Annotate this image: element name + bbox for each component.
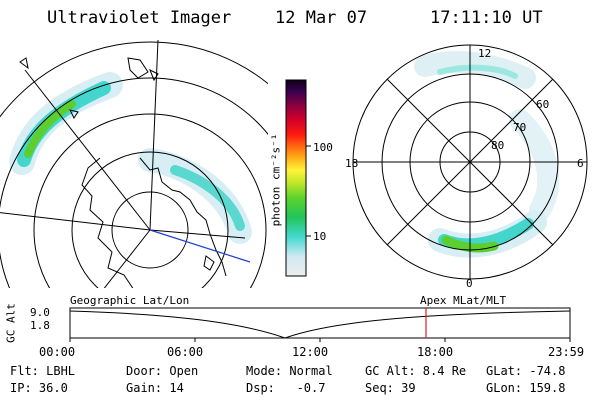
mlt-label-12: 12 xyxy=(478,47,492,60)
colorbar-gradient xyxy=(285,79,307,277)
mode-value: Mode: Normal xyxy=(246,364,333,378)
latitude-circles xyxy=(0,41,268,288)
instrument-title: Ultraviolet Imager xyxy=(47,8,232,28)
mlt-label-18: 18 xyxy=(345,157,359,170)
ground-track xyxy=(149,229,251,263)
colorbar-label-10: 10 xyxy=(313,230,327,243)
colorbar xyxy=(285,79,311,277)
altitude-timeline xyxy=(69,307,571,342)
timeline-x-tick-1200: 12:00 xyxy=(292,345,329,359)
filter-value: Flt: LBHL xyxy=(10,364,76,378)
door-value: Door: Open xyxy=(126,364,199,378)
glon-value: GLon: 159.8 xyxy=(486,381,566,395)
polar-spokes xyxy=(353,45,587,279)
timeline-left-title: Geographic Lat/Lon xyxy=(70,294,190,307)
mlt-label-0: 0 xyxy=(466,277,473,290)
timeline-x-tick-2359: 23:59 xyxy=(548,345,585,359)
coastlines xyxy=(19,57,227,288)
timeline-x-tick-0000: 00:00 xyxy=(39,345,76,359)
gain-value: Gain: 14 xyxy=(126,381,184,395)
gc-alt-value: GC Alt: 8.4 Re xyxy=(365,364,467,378)
timeline-y-axis-label: GC Alt xyxy=(4,303,18,343)
colorbar-unit-label: photon cm⁻²s⁻¹ xyxy=(269,133,283,227)
timeline-y-tick-min: 1.8 xyxy=(30,319,50,332)
timeline-x-tick-1800: 18:00 xyxy=(417,345,454,359)
mlt-label-6: 6 xyxy=(577,157,584,170)
altitude-curve xyxy=(69,310,571,339)
observation-date: 12 Mar 07 xyxy=(275,8,368,28)
lat-label-80: 80 xyxy=(491,139,505,152)
timeline-x-tick-0600: 06:00 xyxy=(167,345,204,359)
glat-value: GLat: -74.8 xyxy=(486,364,566,378)
timeline-frame xyxy=(69,307,571,339)
colorbar-label-100: 100 xyxy=(313,141,333,154)
observation-time: 17:11:10 UT xyxy=(430,8,543,28)
meridians xyxy=(0,40,246,288)
ip-value: IP: 36.0 xyxy=(10,381,68,395)
lat-label-60: 60 xyxy=(536,98,550,111)
dsp-value: Dsp: -0.7 xyxy=(246,381,326,395)
polar-mlt-plot xyxy=(352,44,588,280)
timeline-x-ticks xyxy=(69,338,571,342)
timeline-right-title: Apex MLat/MLT xyxy=(420,294,507,307)
seq-value: Seq: 39 xyxy=(365,381,416,395)
auroral-oval-geographic xyxy=(9,72,252,244)
lat-label-70: 70 xyxy=(513,121,527,134)
timeline-y-tick-max: 9.0 xyxy=(30,306,50,319)
geographic-map xyxy=(0,40,268,288)
